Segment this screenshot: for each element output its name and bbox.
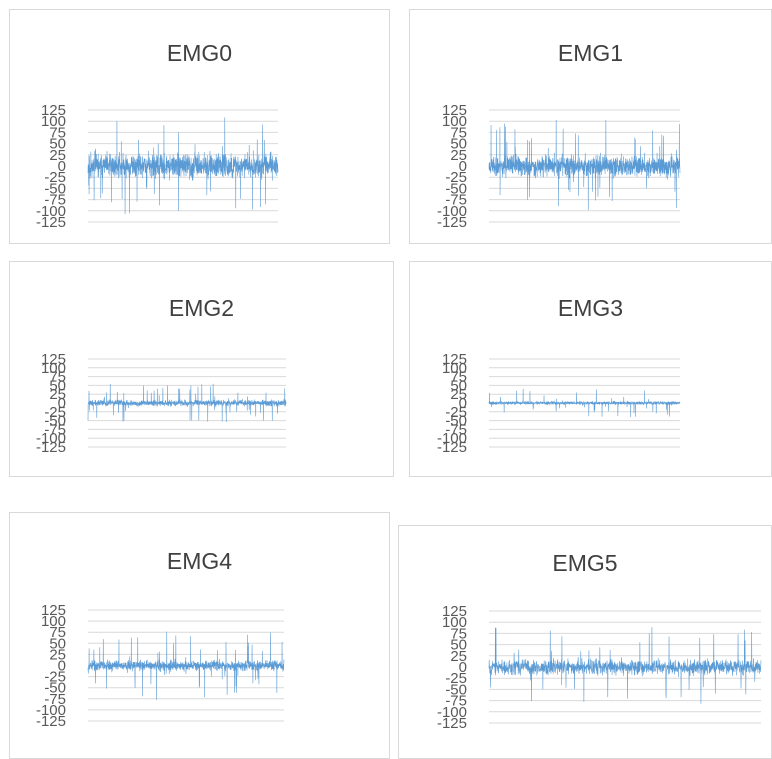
y-tick-label: -100 xyxy=(437,430,467,447)
y-tick-label: -25 xyxy=(44,169,66,186)
y-tick-label: 50 xyxy=(49,377,66,394)
y-tick-label: 50 xyxy=(49,635,66,652)
y-tick-label: 50 xyxy=(450,637,467,654)
y-tick-label: 75 xyxy=(49,624,66,641)
y-tick-label: -25 xyxy=(445,169,467,186)
y-tick-label: -125 xyxy=(437,214,467,231)
chart-panel-emg3: EMG3 125 100 75 50 25 0 -25 -50 -75 -100 -125 xyxy=(409,261,772,477)
y-tick-label: -75 xyxy=(445,192,467,209)
y-tick-label: 25 xyxy=(450,386,467,403)
y-tick-label: -25 xyxy=(44,669,66,686)
emg-signal-series xyxy=(488,388,681,417)
y-tick-label: 50 xyxy=(450,377,467,394)
y-tick-label: 125 xyxy=(442,351,467,368)
y-tick-label: 75 xyxy=(450,369,467,386)
y-tick-label: 25 xyxy=(49,386,66,403)
y-tick-label: -75 xyxy=(44,421,66,438)
y-tick-label: 0 xyxy=(58,395,66,412)
chart-panel-emg5: EMG5 125 100 75 50 25 0 -25 -50 -75 -100 -125 xyxy=(398,525,772,759)
y-tick-label: 125 xyxy=(41,102,66,119)
y-tick-label: -50 xyxy=(445,413,467,430)
y-tick-label: -100 xyxy=(437,704,467,721)
y-tick-label: 125 xyxy=(442,102,467,119)
y-tick-label: -75 xyxy=(44,691,66,708)
y-tick-label: 25 xyxy=(450,648,467,665)
y-tick-label: 75 xyxy=(49,369,66,386)
y-tick-label: 125 xyxy=(41,602,66,619)
emg-signal-series xyxy=(488,119,681,210)
y-tick-label: 125 xyxy=(442,603,467,620)
emg-signal-series xyxy=(87,631,285,700)
y-tick-label: -125 xyxy=(437,439,467,456)
chart-title: EMG0 xyxy=(166,40,233,66)
y-tick-label: 100 xyxy=(41,113,66,130)
y-tick-label: 0 xyxy=(58,658,66,675)
y-tick-label: 50 xyxy=(49,136,66,153)
y-tick-label: 0 xyxy=(58,158,66,175)
y-tick-label: 100 xyxy=(442,614,467,631)
y-tick-label: 75 xyxy=(450,625,467,642)
y-tick-label: -125 xyxy=(36,713,66,730)
y-tick-label: 75 xyxy=(450,124,467,141)
y-tick-label: -100 xyxy=(36,702,66,719)
y-tick-label: 75 xyxy=(49,124,66,141)
y-tick-label: -25 xyxy=(44,404,66,421)
y-tick-label: 125 xyxy=(41,351,66,368)
y-tick-label: 25 xyxy=(49,147,66,164)
y-tick-label: -100 xyxy=(36,430,66,447)
y-tick-label: 25 xyxy=(49,646,66,663)
y-tick-label: -50 xyxy=(445,681,467,698)
y-tick-label: -100 xyxy=(36,203,66,220)
chart-title: EMG2 xyxy=(168,295,235,321)
y-tick-label: 0 xyxy=(459,395,467,412)
y-tick-label: 50 xyxy=(450,136,467,153)
y-tick-label: -25 xyxy=(445,404,467,421)
y-tick-label: 100 xyxy=(442,360,467,377)
y-tick-label: 100 xyxy=(442,113,467,130)
chart-title: EMG4 xyxy=(166,548,233,574)
y-tick-label: -75 xyxy=(445,693,467,710)
y-tick-label: 100 xyxy=(41,613,66,630)
chart-panel-emg2: EMG2 125 100 75 50 25 0 -25 -50 -75 -100 -125 xyxy=(9,261,394,477)
chart-panel-emg0: EMG0 125 100 75 50 25 0 -25 -50 -75 -100 -125 xyxy=(9,9,390,244)
y-tick-label: -100 xyxy=(437,203,467,220)
emg-signal-series xyxy=(87,117,279,215)
y-tick-label: -50 xyxy=(44,180,66,197)
emg-signal-series xyxy=(488,627,762,704)
y-tick-label: -50 xyxy=(44,680,66,697)
y-tick-label: 25 xyxy=(450,147,467,164)
y-tick-label: -25 xyxy=(445,670,467,687)
chart-title: EMG3 xyxy=(557,295,624,321)
chart-panel-emg1: EMG1 125 100 75 50 25 0 -25 -50 -75 -100 -125 xyxy=(409,9,772,244)
y-tick-label: 100 xyxy=(41,360,66,377)
y-tick-label: -75 xyxy=(445,421,467,438)
y-tick-label: -75 xyxy=(44,192,66,209)
y-tick-label: 0 xyxy=(459,659,467,676)
chart-title: EMG5 xyxy=(552,550,618,576)
emg-signal-series xyxy=(87,383,287,423)
y-tick-label: -50 xyxy=(445,180,467,197)
chart-title: EMG1 xyxy=(557,40,624,66)
y-tick-label: -50 xyxy=(44,413,66,430)
chart-panel-emg4: EMG4 125 100 75 50 25 0 -25 -50 -75 -100 -125 xyxy=(9,512,390,759)
y-tick-label: -125 xyxy=(437,715,467,732)
y-tick-label: -125 xyxy=(36,214,66,231)
y-tick-label: -125 xyxy=(36,439,66,456)
y-tick-label: 0 xyxy=(459,158,467,175)
